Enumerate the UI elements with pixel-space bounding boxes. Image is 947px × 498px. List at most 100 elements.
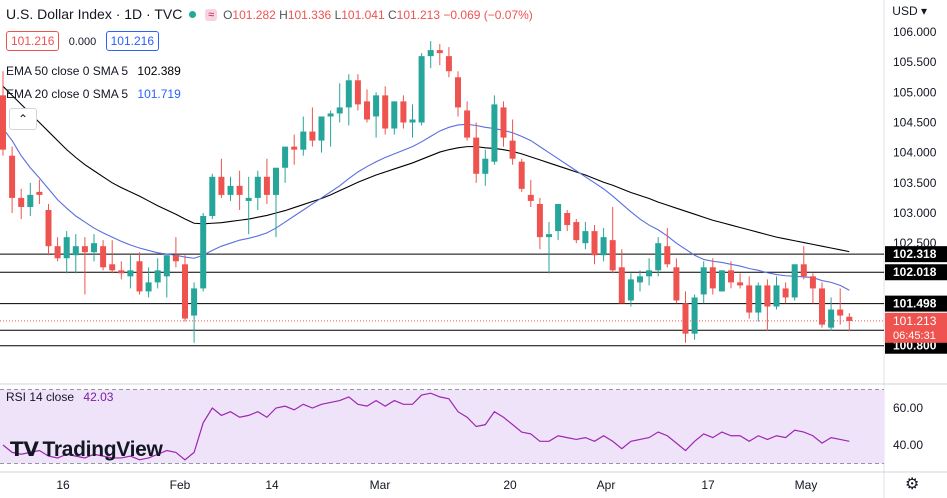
- candle-body: [564, 213, 571, 226]
- candle-body: [427, 50, 434, 57]
- tradingview-logo-text: TradingView: [42, 437, 163, 461]
- price-change: −0.069 (−0.07%): [443, 8, 533, 22]
- candle-body: [163, 255, 170, 277]
- bid-ask-row: 101.216 0.000 101.216: [6, 31, 159, 51]
- candle-body: [327, 113, 334, 117]
- currency-selector[interactable]: USD ▾: [892, 4, 927, 18]
- candle-body: [291, 146, 298, 150]
- candle-body: [91, 243, 97, 253]
- rsi-legend[interactable]: RSI 14 close 42.03: [6, 390, 113, 404]
- ema50-value: 102.389: [137, 64, 181, 78]
- current-price-label: 101.213: [893, 314, 937, 328]
- candle-body: [282, 146, 289, 168]
- tradingview-logo[interactable]: 𝗧𝗩 TradingView: [10, 437, 163, 462]
- candle-body: [773, 285, 780, 307]
- candle-body: [600, 237, 607, 256]
- candle-body: [172, 255, 179, 262]
- candle-body: [455, 77, 461, 108]
- candle-body: [846, 316, 853, 321]
- candle-body: [345, 80, 352, 108]
- candle-body: [482, 158, 489, 174]
- candle-body: [127, 270, 134, 277]
- rsi-pane: 60.00 40.00: [0, 389, 923, 464]
- collapse-legend-button[interactable]: ⌃: [9, 108, 37, 130]
- price-tick-label: 106.000: [893, 25, 937, 39]
- sell-button[interactable]: 101.216: [6, 31, 60, 51]
- candle-body: [637, 276, 643, 283]
- ema20-legend[interactable]: EMA 20 close 0 SMA 5 101.719: [6, 87, 181, 101]
- candle-body: [145, 282, 152, 292]
- ema-lines: [2, 85, 850, 291]
- candle-body: [318, 116, 325, 141]
- candle-body: [764, 285, 771, 307]
- candle-body: [527, 194, 534, 201]
- candle-body: [518, 161, 525, 189]
- price-tick-label: 103.000: [893, 206, 937, 220]
- candle-body: [218, 176, 225, 195]
- ema50-legend[interactable]: EMA 50 close 0 SMA 5 102.389: [6, 64, 181, 78]
- candle-body: [9, 155, 16, 198]
- candle-body: [445, 56, 452, 72]
- candle-body: [200, 216, 207, 289]
- candle-body: [555, 203, 562, 232]
- candle-body: [682, 303, 689, 334]
- level-label: 101.498: [893, 297, 937, 311]
- buy-button[interactable]: 101.216: [105, 31, 159, 51]
- candles: [0, 41, 884, 343]
- candle-body: [536, 203, 543, 238]
- candle-body: [400, 101, 407, 123]
- candle-body: [436, 50, 443, 54]
- candle-body: [737, 282, 744, 286]
- candle-body: [336, 107, 343, 114]
- candle-body: [418, 56, 425, 123]
- price-axis: 106.000 105.500 105.000 104.500 104.000 103.5…: [56, 25, 947, 492]
- price-tick-label: 104.000: [893, 146, 937, 160]
- rsi-band: [0, 389, 884, 464]
- chart-header: U.S. Dollar Index · 1D · TVC ≈ O101.282 …: [6, 6, 533, 22]
- gear-icon[interactable]: ⚙: [905, 476, 920, 493]
- candle-body: [27, 194, 34, 207]
- candle-body: [828, 309, 835, 328]
- candle-body: [182, 264, 188, 319]
- price-tick-label: 104.500: [893, 116, 937, 130]
- time-tick-label: 14: [265, 478, 279, 492]
- fx-badge[interactable]: ≈: [205, 9, 218, 21]
- candle-body: [254, 176, 261, 198]
- candle-body: [109, 264, 116, 271]
- ema20-value: 101.719: [137, 87, 181, 101]
- bar-countdown: 06:45:31: [893, 330, 936, 342]
- candle-body: [791, 264, 798, 298]
- spread-value: 0.000: [68, 36, 97, 48]
- price-tick-label: 102.500: [893, 236, 937, 250]
- ema50-label: EMA 50 close 0 SMA 5: [6, 64, 129, 78]
- symbol-title[interactable]: U.S. Dollar Index · 1D · TVC: [6, 6, 183, 22]
- candle-body: [100, 246, 107, 268]
- candle-body: [609, 240, 616, 271]
- time-tick-label: 20: [503, 478, 517, 492]
- candle-body: [364, 101, 370, 120]
- price-tick-label: 105.000: [893, 85, 937, 99]
- level-label-bg: [885, 264, 947, 281]
- rsi-label: RSI 14 close: [6, 390, 75, 404]
- rsi-line: [2, 392, 850, 461]
- candle-body: [0, 95, 6, 150]
- time-tick-label: Mar: [370, 478, 391, 492]
- candle-body: [54, 246, 61, 259]
- candle-body: [673, 267, 680, 301]
- candle-body: [809, 276, 816, 289]
- candle-body: [72, 246, 79, 256]
- candle-body: [45, 209, 52, 247]
- candle-body: [382, 95, 389, 129]
- candle-body: [245, 197, 252, 201]
- candle-body: [373, 95, 380, 117]
- rsi-tick-label: 40.00: [893, 438, 923, 452]
- candle-body: [118, 270, 125, 274]
- candle-body: [573, 222, 580, 241]
- candle-body: [36, 191, 43, 195]
- candle-body: [664, 246, 671, 265]
- candle-body: [746, 285, 753, 313]
- candle-body: [209, 176, 216, 217]
- candle-body: [800, 264, 807, 277]
